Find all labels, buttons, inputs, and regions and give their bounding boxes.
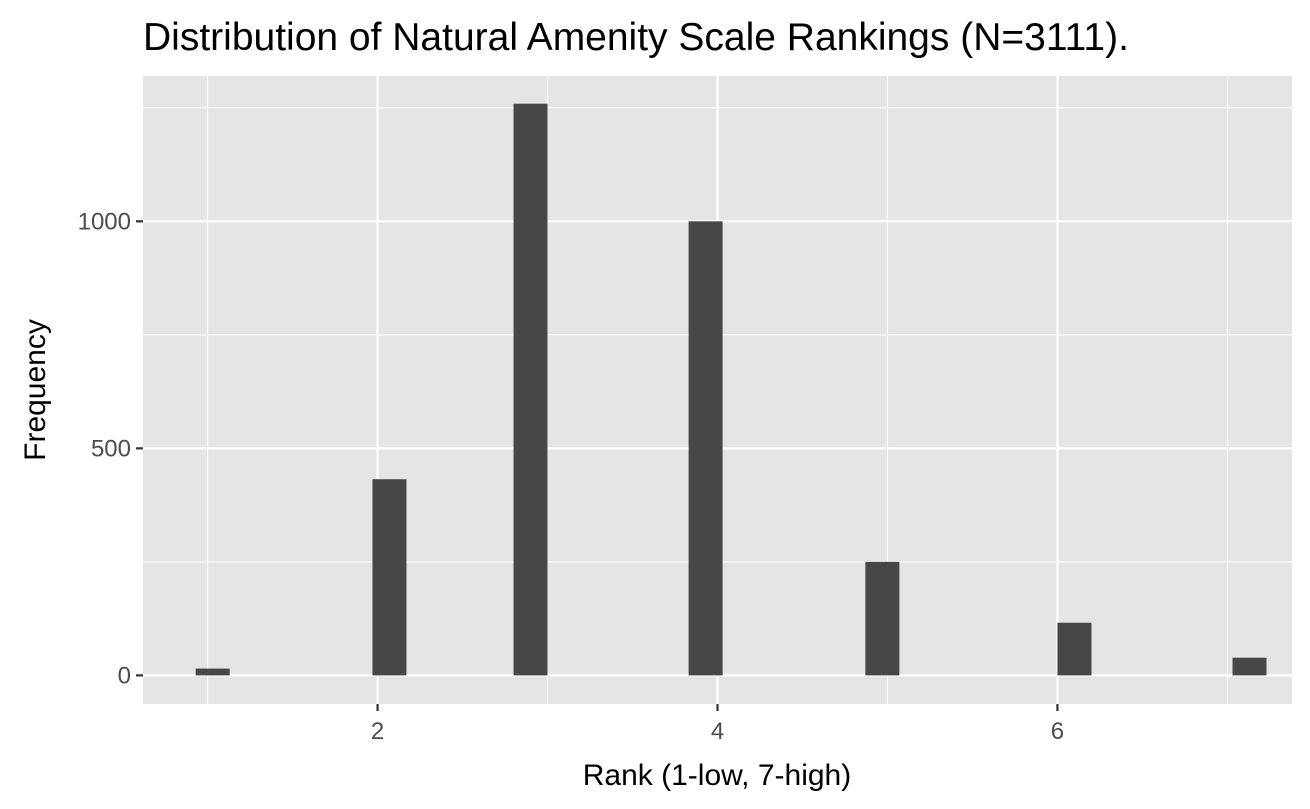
histogram-bars [195,103,1267,676]
x-tick-label: 4 [711,718,724,745]
x-axis-ticks: 2 4 6 [371,704,1064,745]
y-tick-label: 500 [91,435,131,462]
y-tick-label: 0 [118,662,131,689]
histogram-bar [1232,657,1267,676]
histogram-bar [688,221,723,676]
x-tick-label: 2 [371,718,384,745]
x-axis-title: Rank (1-low, 7-high) [583,759,851,792]
histogram-bar [513,103,548,676]
x-tick-label: 6 [1051,718,1064,745]
chart-title: Distribution of Natural Amenity Scale Ra… [143,16,1129,59]
y-axis-ticks: 0 500 1000 [78,208,143,689]
y-axis-title: Frequency [19,319,52,461]
histogram-bar [195,668,230,676]
histogram-bar [865,561,900,676]
y-tick-label: 1000 [78,208,131,235]
histogram-bar [372,479,407,676]
histogram-bar [1057,622,1092,676]
